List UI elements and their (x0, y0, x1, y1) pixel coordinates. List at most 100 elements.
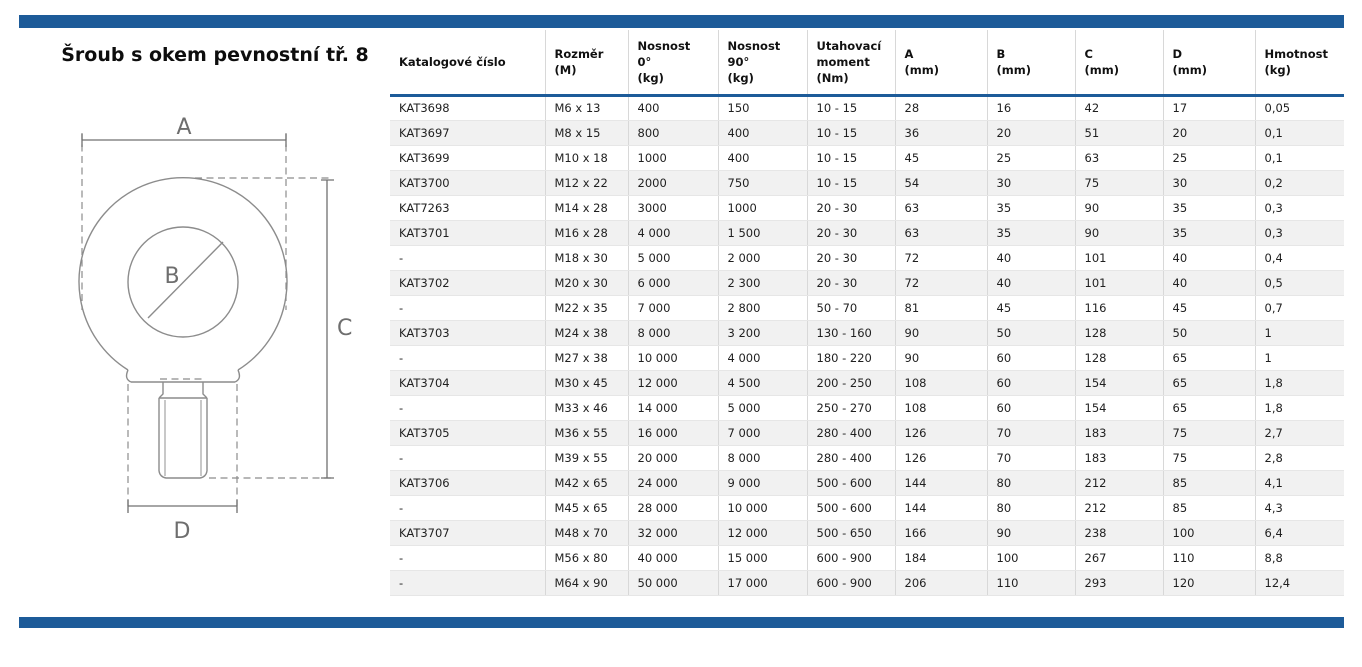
table-cell: 63 (894, 195, 987, 221)
table-cell: 2 000 (717, 245, 807, 271)
dimension-label-a: A (176, 115, 191, 140)
table-cell: 20 - 30 (806, 220, 895, 246)
table-cell: M39 x 55 (544, 445, 628, 471)
table-cell: 72 (894, 245, 987, 271)
table-cell: 20 (986, 120, 1075, 146)
column-header: Nosnost 0° (kg) (627, 30, 718, 97)
table-cell: 14 000 (627, 395, 718, 421)
table-cell: 212 (1074, 495, 1163, 521)
table-cell: 51 (1074, 120, 1163, 146)
table-cell: M64 x 90 (544, 570, 628, 596)
table-cell: M24 x 38 (544, 320, 628, 346)
column-header: Katalogové číslo (390, 30, 545, 97)
table-cell: M56 x 80 (544, 545, 628, 571)
table-cell: M48 x 70 (544, 520, 628, 546)
table-cell: KAT3698 (390, 95, 545, 121)
table-cell: - (390, 295, 545, 321)
table-cell: 6 000 (627, 270, 718, 296)
table-cell: 65 (1162, 395, 1255, 421)
table-row: - M22 x 35 7 000 2 800 50 - 70 81 45 116 45 0,7 (390, 295, 1344, 321)
table-cell: 0,7 (1254, 295, 1344, 321)
table-cell: 110 (986, 570, 1075, 596)
dim-line-c (321, 179, 334, 479)
table-cell: 8,8 (1254, 545, 1344, 571)
table-cell: M36 x 55 (544, 420, 628, 446)
table-cell: KAT7263 (390, 195, 545, 221)
table-cell: 25 (986, 145, 1075, 171)
table-cell: 32 000 (627, 520, 718, 546)
table-cell: 184 (894, 545, 987, 571)
table-cell: 10 000 (717, 495, 807, 521)
table-cell: 8 000 (627, 320, 718, 346)
column-header: Nosnost 90° (kg) (717, 30, 807, 97)
table-cell: 101 (1074, 270, 1163, 296)
table-cell: M22 x 35 (544, 295, 628, 321)
table-cell: M45 x 65 (544, 495, 628, 521)
table-cell: 2 300 (717, 270, 807, 296)
table-cell: 90 (894, 345, 987, 371)
table-cell: 108 (894, 395, 987, 421)
table-cell: 4 000 (717, 345, 807, 371)
table-cell: 40 (986, 270, 1075, 296)
table-cell: 280 - 400 (806, 420, 895, 446)
table-cell: 20 (1162, 120, 1255, 146)
table-cell: 10 - 15 (806, 120, 895, 146)
table-cell: 212 (1074, 470, 1163, 496)
table-row: KAT3707 M48 x 70 32 000 12 000 500 - 650 166 9… (390, 520, 1344, 546)
column-header: Utahovací moment (Nm) (806, 30, 895, 97)
table-cell: 54 (894, 170, 987, 196)
table-cell: 50 000 (627, 570, 718, 596)
table-cell: 40 000 (627, 545, 718, 571)
table-cell: 10 000 (627, 345, 718, 371)
table-cell: M30 x 45 (544, 370, 628, 396)
table-cell: 126 (894, 420, 987, 446)
top-accent-bar (19, 15, 1344, 28)
table-cell: - (390, 395, 545, 421)
table-cell: 24 000 (627, 470, 718, 496)
column-header: B (mm) (986, 30, 1075, 97)
table-cell: 3000 (627, 195, 718, 221)
table-cell: 6,4 (1254, 520, 1344, 546)
table-row: KAT3698 M6 x 13 400 150 10 - 15 28 16 42 17 0,05 (390, 95, 1344, 121)
eye-bolt-drawing: A B C D (78, 115, 352, 544)
table-cell: 17 (1162, 95, 1255, 121)
table-row: - M64 x 90 50 000 17 000 600 - 900 206 110 293 1… (390, 570, 1344, 596)
table-row: - M18 x 30 5 000 2 000 20 - 30 72 40 101 40 0,4 (390, 245, 1344, 271)
table-cell: M42 x 65 (544, 470, 628, 496)
specs-table: Katalogové číslo Rozměr (M) Nosnost 0° (kg… (390, 30, 1344, 596)
page-title: Šroub s okem pevnostní tř. 8 (61, 44, 369, 66)
table-cell: 80 (986, 470, 1075, 496)
table-cell: 3 200 (717, 320, 807, 346)
table-cell: 45 (894, 145, 987, 171)
table-cell: 0,4 (1254, 245, 1344, 271)
column-header: D (mm) (1162, 30, 1255, 97)
table-cell: 500 - 600 (806, 470, 895, 496)
table-cell: 50 (1162, 320, 1255, 346)
table-cell: M6 x 13 (544, 95, 628, 121)
table-cell: M10 x 18 (544, 145, 628, 171)
table-cell: 130 - 160 (806, 320, 895, 346)
table-cell: 63 (1074, 145, 1163, 171)
table-cell: 128 (1074, 345, 1163, 371)
table-cell: - (390, 245, 545, 271)
table-cell: 100 (986, 545, 1075, 571)
table-cell: 101 (1074, 245, 1163, 271)
table-cell: 154 (1074, 395, 1163, 421)
table-cell: 40 (1162, 245, 1255, 271)
dimension-label-d: D (174, 519, 191, 544)
table-row: KAT3699 M10 x 18 1000 400 10 - 15 45 25 63 25 0,1 (390, 145, 1344, 171)
table-cell: 35 (1162, 220, 1255, 246)
hole-diameter-line (147, 241, 224, 319)
table-cell: 25 (1162, 145, 1255, 171)
table-row: KAT3703 M24 x 38 8 000 3 200 130 - 160 90 50 12… (390, 320, 1344, 346)
table-cell: KAT3699 (390, 145, 545, 171)
table-cell: 100 (1162, 520, 1255, 546)
column-header: A (mm) (894, 30, 987, 97)
boss-right (202, 382, 208, 399)
column-header: C (mm) (1074, 30, 1163, 97)
column-header: Rozměr (M) (544, 30, 628, 97)
table-cell: 10 - 15 (806, 170, 895, 196)
table-cell: 85 (1162, 470, 1255, 496)
table-cell: 108 (894, 370, 987, 396)
table-cell: KAT3707 (390, 520, 545, 546)
